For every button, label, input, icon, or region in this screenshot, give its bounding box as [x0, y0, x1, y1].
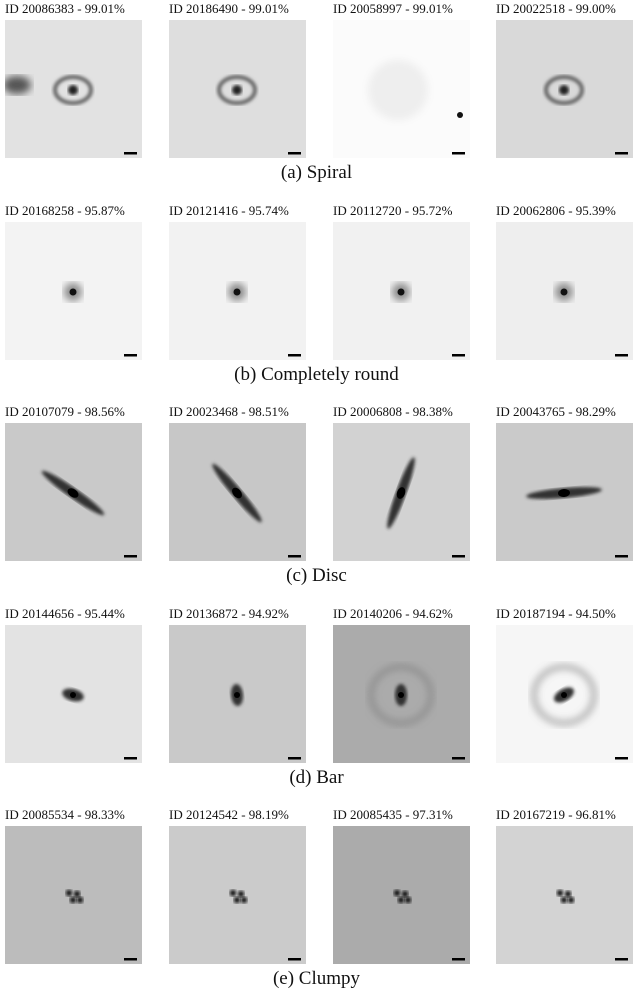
- galaxy-image: [169, 221, 306, 360]
- galaxy-image: [169, 826, 306, 964]
- galaxy-image: [333, 20, 470, 158]
- subfigure-caption: (b) Completely round: [234, 363, 399, 385]
- galaxy-image: [5, 423, 142, 561]
- galaxy-image: [496, 826, 633, 964]
- subfigure-caption: (e) Clumpy: [272, 968, 361, 989]
- galaxy-image: [169, 20, 306, 158]
- image-label: ID 20086383 - 99.01%: [5, 1, 125, 16]
- galaxy-image: [5, 20, 142, 158]
- image-label: ID 20167219 - 96.81%: [496, 807, 616, 822]
- galaxy-image: [169, 423, 306, 561]
- galaxy-image: [496, 624, 633, 763]
- galaxy-image: [496, 20, 633, 158]
- galaxy-image: [333, 221, 470, 360]
- galaxy-image: [5, 221, 142, 360]
- image-label: ID 20186490 - 99.01%: [169, 1, 289, 16]
- image-label: ID 20112720 - 95.72%: [333, 202, 453, 218]
- image-label: ID 20058997 - 99.01%: [333, 1, 453, 16]
- galaxy-image: [496, 423, 633, 561]
- image-label: ID 20023468 - 98.51%: [169, 404, 289, 419]
- image-label: ID 20062806 - 95.39%: [496, 202, 616, 218]
- image-label: ID 20043765 - 98.29%: [496, 404, 616, 419]
- image-label: ID 20124542 - 98.19%: [169, 807, 289, 822]
- image-label: ID 20006808 - 98.38%: [333, 404, 453, 419]
- galaxy-image: [333, 423, 470, 561]
- image-label: ID 20107079 - 98.56%: [5, 404, 125, 419]
- image-label: ID 20140206 - 94.62%: [333, 605, 453, 621]
- image-label: ID 20187194 - 94.50%: [496, 605, 616, 621]
- image-label: ID 20168258 - 95.87%: [5, 202, 125, 218]
- image-label: ID 20144656 - 95.44%: [5, 605, 125, 621]
- image-label: ID 20085435 - 97.31%: [333, 807, 453, 822]
- image-label: ID 20022518 - 99.00%: [496, 1, 616, 16]
- galaxy-image: [333, 624, 470, 763]
- galaxy-image: [5, 624, 142, 763]
- image-label: ID 20121416 - 95.74%: [169, 202, 289, 218]
- subfigure-caption: (d) Bar: [289, 766, 344, 788]
- image-label: ID 20136872 - 94.92%: [169, 605, 289, 621]
- subfigure-caption: (a) Spiral: [280, 162, 353, 183]
- galaxy-image: [5, 826, 142, 964]
- galaxy-image: [169, 624, 306, 763]
- subfigure-caption: (c) Disc: [286, 565, 347, 586]
- galaxy-image: [496, 221, 633, 360]
- image-label: ID 20085534 - 98.33%: [5, 807, 125, 822]
- galaxy-image: [333, 826, 470, 964]
